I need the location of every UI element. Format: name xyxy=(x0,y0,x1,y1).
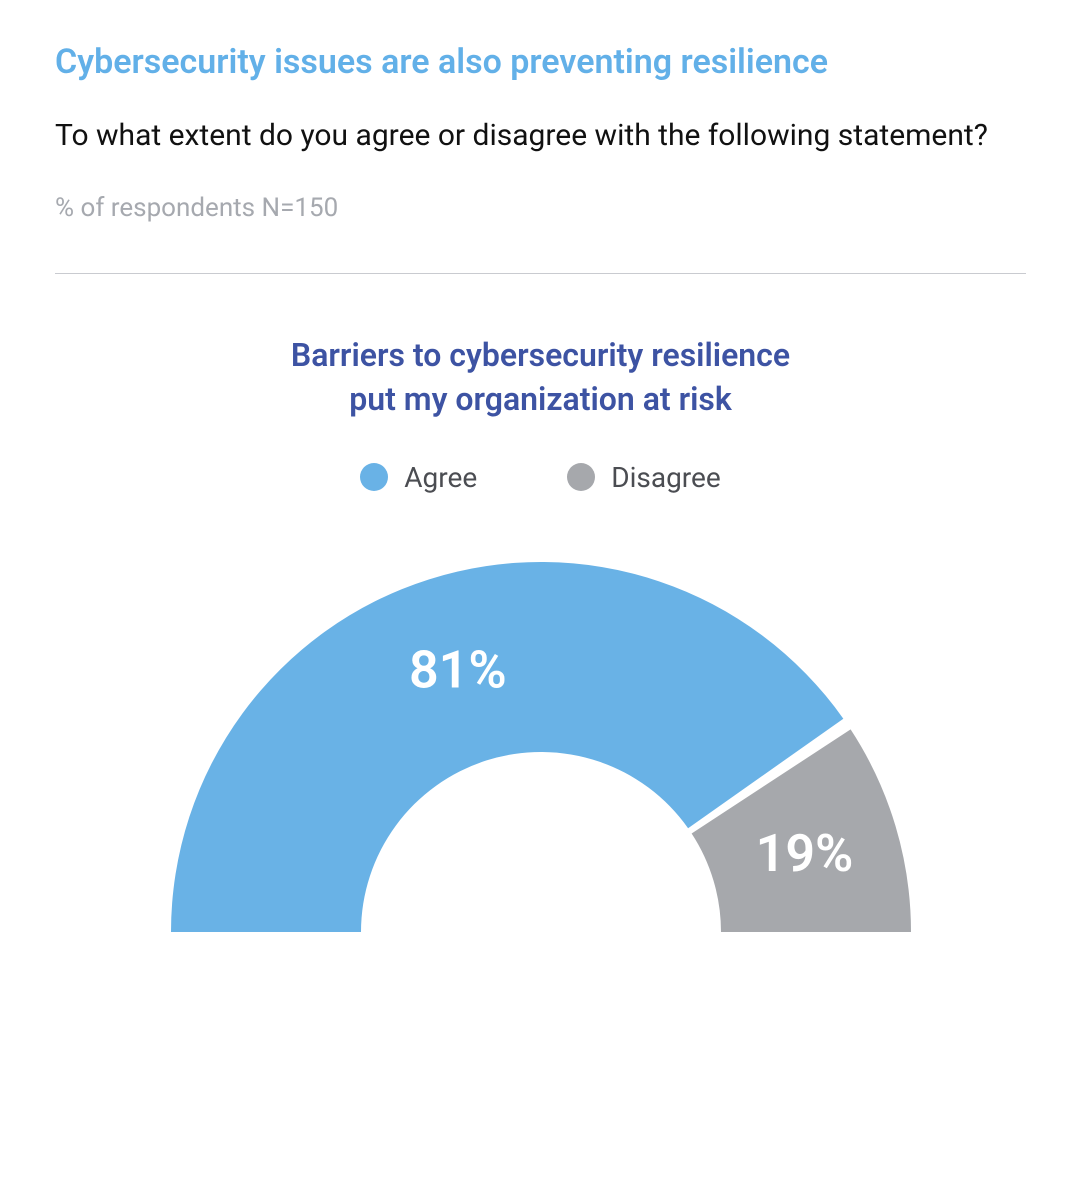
page-title: Cybersecurity issues are also preventing… xyxy=(55,40,1026,86)
donut-chart: 81% 19% xyxy=(55,544,1026,934)
chart-title-line2: put my organization at risk xyxy=(349,380,732,418)
survey-question: To what extent do you agree or disagree … xyxy=(55,114,1026,158)
legend-item-agree: Agree xyxy=(360,461,477,494)
respondent-meta: % of respondents N=150 xyxy=(55,193,1026,223)
section-divider xyxy=(55,273,1026,274)
legend-dot-disagree xyxy=(567,463,595,491)
donut-svg: 81% 19% xyxy=(151,544,931,934)
report-page: Cybersecurity issues are also preventing… xyxy=(0,0,1081,994)
legend-label-agree: Agree xyxy=(404,461,477,494)
legend-item-disagree: Disagree xyxy=(567,461,721,494)
donut-value-agree: 81% xyxy=(408,639,506,700)
legend-dot-agree xyxy=(360,463,388,491)
donut-value-disagree: 19% xyxy=(755,823,853,884)
legend-label-disagree: Disagree xyxy=(611,461,721,494)
chart-legend: Agree Disagree xyxy=(55,461,1026,494)
chart-title: Barriers to cybersecurity resilience put… xyxy=(191,334,891,420)
chart-title-line1: Barriers to cybersecurity resilience xyxy=(291,336,790,374)
